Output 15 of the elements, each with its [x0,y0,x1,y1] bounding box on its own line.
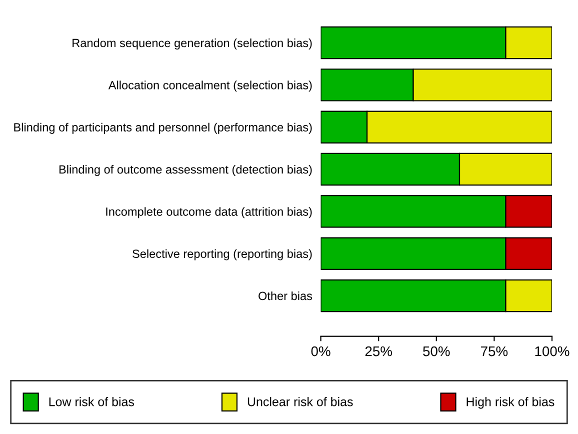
y-tick-label: Selective reporting (reporting bias) [132,249,312,260]
x-tick-label: 75% [481,346,508,356]
legend-label: Low risk of bias [49,397,134,406]
x-tick-label: 25% [365,346,392,356]
x-tick-label: 0% [311,346,330,356]
y-tick-label: Blinding of outcome assessment (detection bias) [59,164,312,176]
y-tick-label: Incomplete outcome data (attrition bias) [106,207,312,218]
y-tick-label: Other bias [258,291,312,300]
y-tick-label: Blinding of participants and personnel (performance bias) [14,122,312,134]
x-tick-label: 100% [535,346,570,356]
x-tick-label: 50% [423,346,450,356]
legend-label: High risk of bias [466,397,554,409]
y-tick-label: Random sequence generation (selection bias) [72,38,312,50]
y-tick-label: Allocation concealment (selection bias) [108,80,312,92]
legend-label: Unclear risk of bias [248,397,353,406]
